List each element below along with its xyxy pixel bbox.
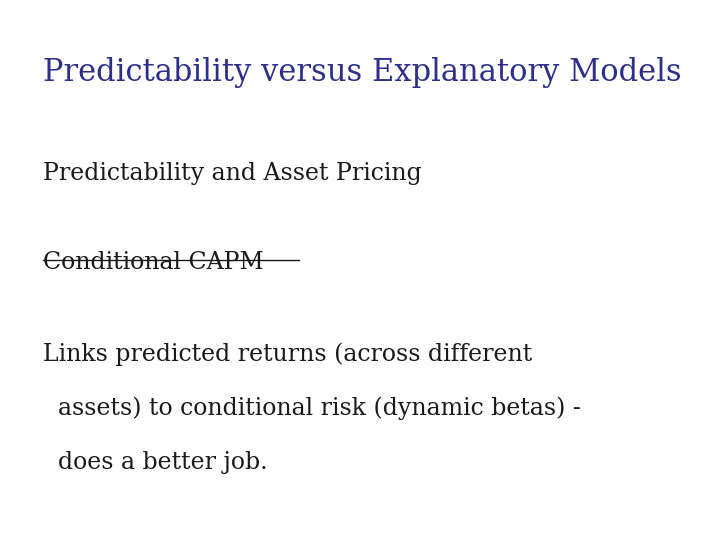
Text: Predictability versus Explanatory Models: Predictability versus Explanatory Models [43,57,682,87]
Text: Predictability and Asset Pricing: Predictability and Asset Pricing [43,162,422,185]
Text: assets) to conditional risk (dynamic betas) -: assets) to conditional risk (dynamic bet… [43,397,581,421]
Text: Links predicted returns (across different: Links predicted returns (across differen… [43,343,533,367]
Text: Conditional CAPM: Conditional CAPM [43,251,264,274]
Text: does a better job.: does a better job. [43,451,268,474]
